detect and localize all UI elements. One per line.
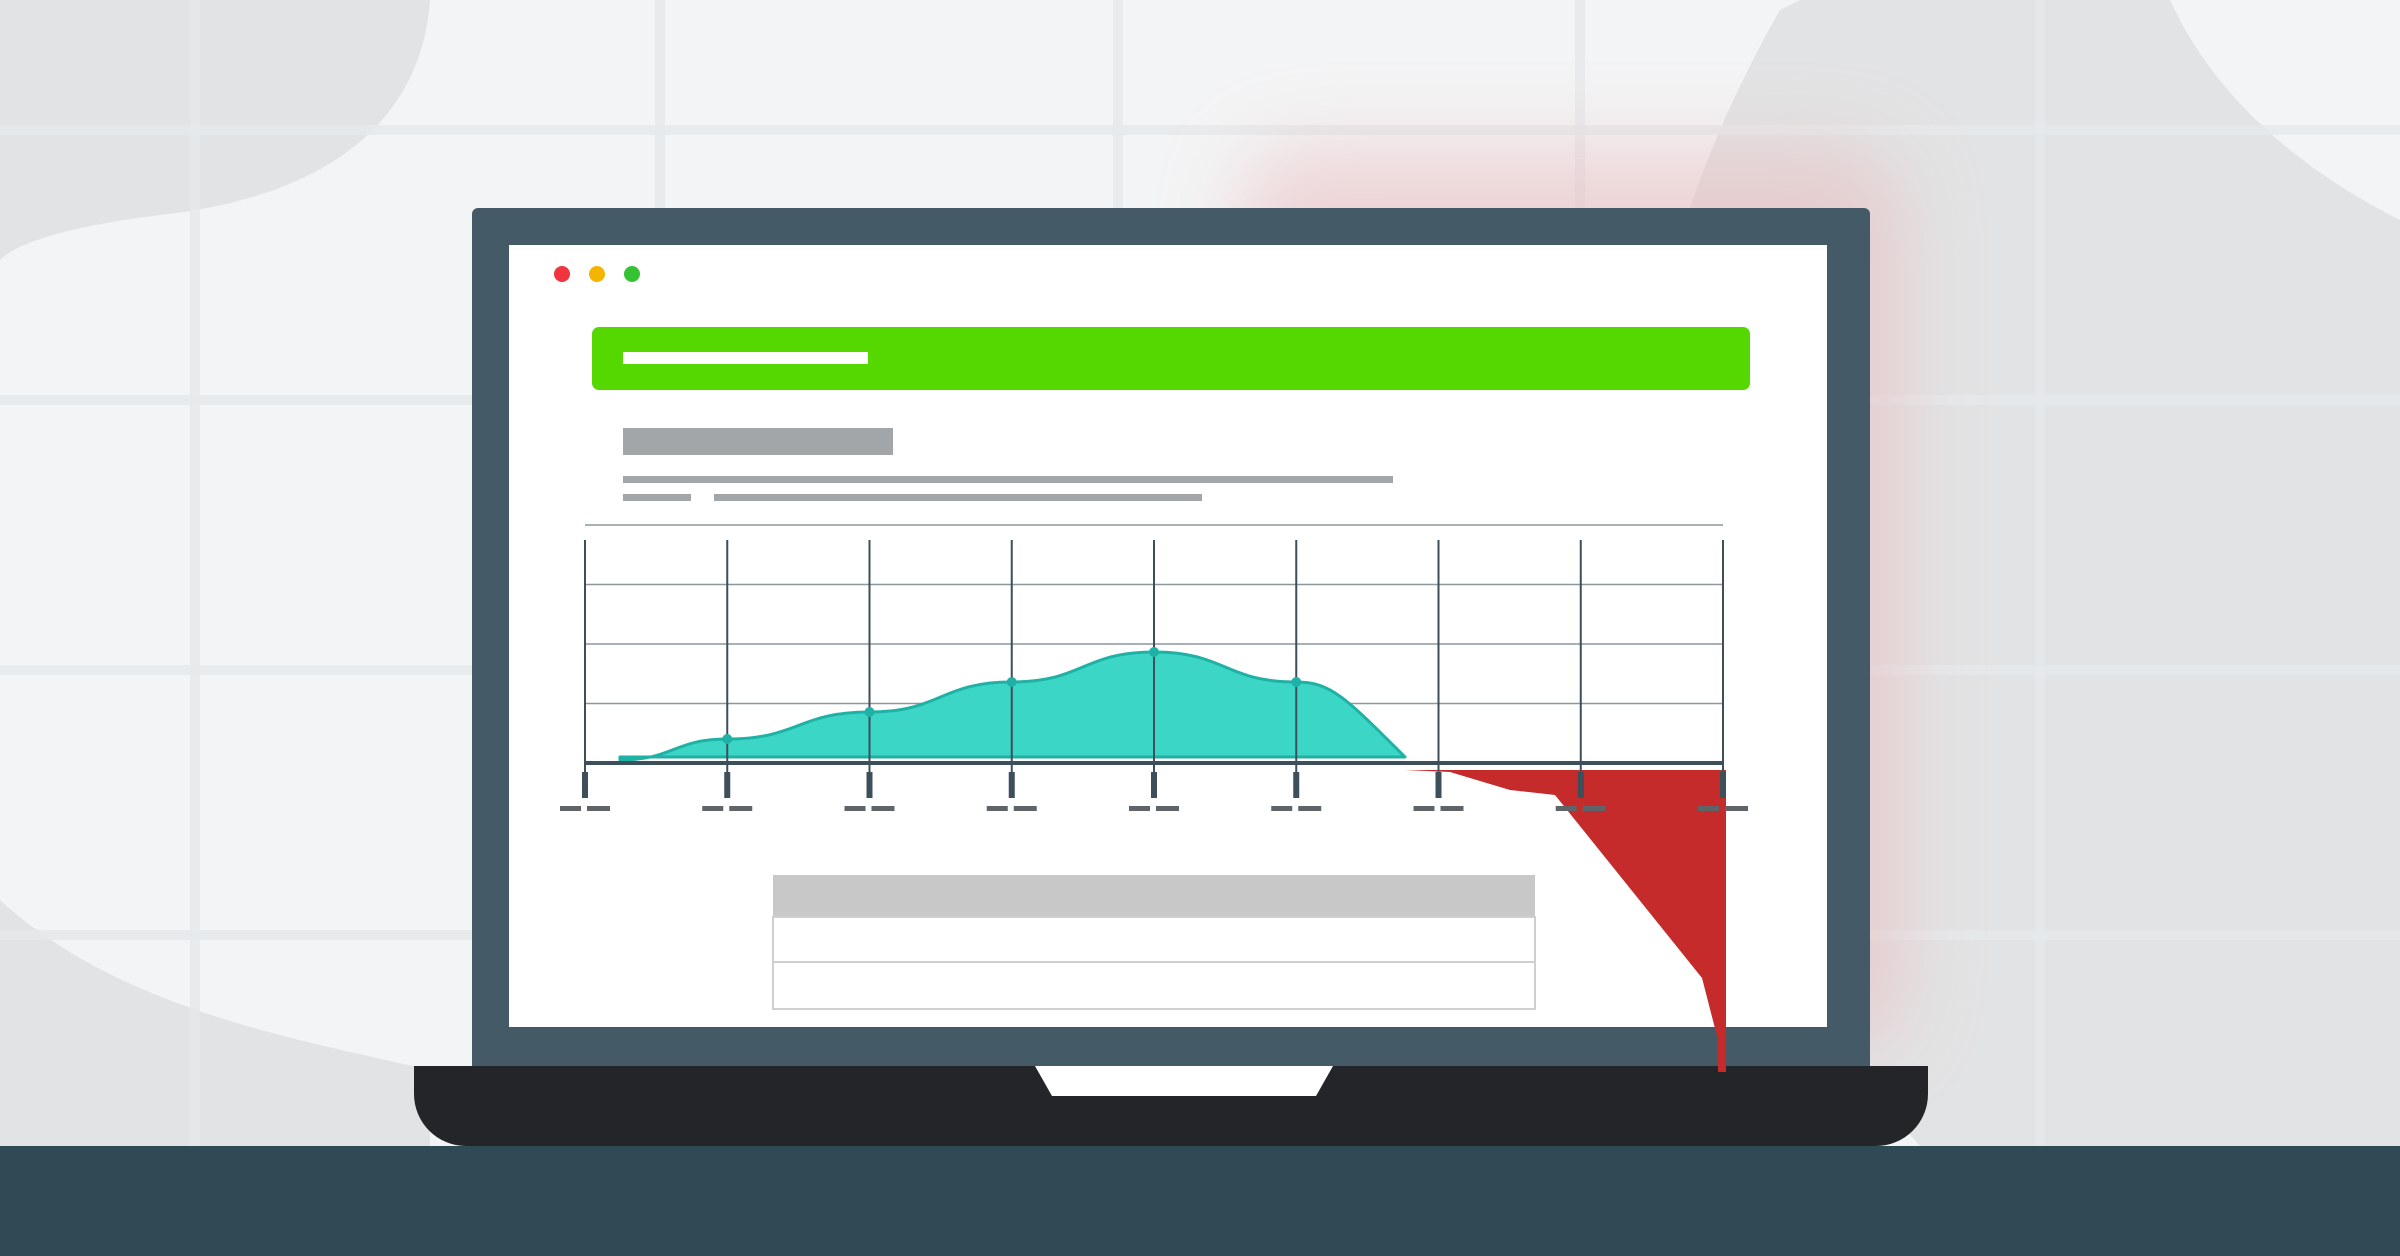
chart-tick [1435,772,1442,798]
tick-label-placeholder [1555,806,1577,811]
table-header-row [773,875,1535,917]
header-bar [592,327,1750,390]
chart-tick [582,772,588,798]
laptop-notch [1035,1066,1333,1096]
tick-label-placeholder [560,806,581,811]
tick-label-placeholder [1698,806,1719,811]
area-chart [560,524,1748,1072]
maximize-dot [624,266,640,282]
header-title-placeholder [623,352,868,364]
data-point [1291,677,1302,687]
tick-label-placeholder [1440,806,1464,811]
text-line-placeholder [623,476,1393,483]
tick-label-placeholder [702,806,724,811]
chart-tick [866,772,873,798]
close-dot [554,266,570,282]
data-point [864,707,875,717]
tick-label-placeholder [1129,806,1150,811]
chart-tick [1720,772,1726,798]
background-blob-bottom-left [0,900,430,1146]
data-point [722,734,733,744]
tick-label-placeholder [1413,806,1435,811]
data-table [772,875,1536,1010]
text-line-placeholder [714,494,1202,501]
minimize-dot [589,266,605,282]
tick-label-placeholder [1013,806,1037,811]
data-point [1006,677,1017,687]
desk [0,1146,2400,1256]
tick-label-placeholder [1298,806,1322,811]
tick-label-placeholder [1271,806,1293,811]
negative-drop-area [1405,770,1726,1072]
chart-tick [724,772,731,798]
background-blob-bottom-right [2050,960,2400,1146]
tick-label-placeholder [1725,806,1748,811]
tick-label-placeholder [1156,806,1179,811]
tick-label-placeholder [986,806,1008,811]
title-placeholder [623,428,893,455]
tick-label-placeholder [844,806,866,811]
tick-label-placeholder [587,806,610,811]
laptop-base [414,1066,1928,1146]
chart-tick [1008,772,1015,798]
data-point [1149,647,1159,657]
tick-label-placeholder [729,806,753,811]
chart-tick [1293,772,1300,798]
chart-tick [1151,772,1157,798]
tick-label-placeholder [871,806,895,811]
text-line-placeholder [623,494,691,501]
tick-label-placeholder [1582,806,1606,811]
chart-tick [1577,772,1584,798]
